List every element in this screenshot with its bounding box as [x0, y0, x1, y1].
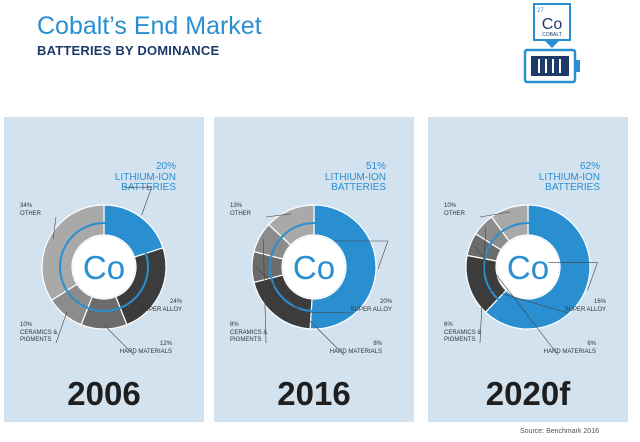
data-label-percent: 20% [380, 299, 393, 305]
data-label-category: OTHER [230, 211, 252, 217]
data-label-category: SUPER ALLOY [565, 307, 606, 313]
data-label-percent: 13% [230, 203, 243, 209]
data-label-percent: 8% [373, 341, 382, 347]
cobalt-logo: 27 Co COBALT [523, 3, 580, 84]
logo-number: 27 [537, 8, 544, 14]
battery-icon [523, 48, 580, 84]
leader-line [277, 311, 355, 314]
panel-2020f: Co 62% LITHIUM-ION BATTERIES 16% SUPER ALLOY 6… [428, 117, 628, 422]
data-label-category: CERAMICS & [444, 330, 481, 336]
data-label-category: BATTERIES [331, 182, 386, 193]
leader-line [124, 186, 153, 216]
slice-other [41, 204, 105, 302]
data-label-category: HARD MATERIALS [544, 349, 596, 355]
leader-line [479, 211, 511, 218]
center-ring [59, 222, 149, 312]
leader-line [143, 291, 157, 314]
data-label-percent: 20% [156, 161, 176, 172]
data-label-percent: 6% [587, 341, 596, 347]
data-label-category: SUPER ALLOY [351, 307, 392, 313]
data-label-category: PIGMENTS [230, 337, 261, 343]
data-label-category: LITHIUM-ION [539, 172, 600, 183]
data-label-category: LITHIUM-ION [325, 172, 386, 183]
slice-other [490, 204, 529, 242]
leader-line [473, 245, 559, 356]
leader-line [55, 311, 68, 344]
data-label-category: HARD MATERIALS [330, 349, 382, 355]
donut-hole [73, 236, 135, 298]
panel-2006: Co 20% LITHIUM-ION BATTERIES 24% SUPER ALLOY 1… [4, 117, 204, 422]
leader-line [265, 213, 292, 218]
data-label-category: PIGMENTS [20, 337, 51, 343]
leader-line [255, 266, 345, 356]
data-label-category: PIGMENTS [444, 337, 475, 343]
slice-lithium-ion [309, 204, 377, 330]
panel-2016: Co 51% LITHIUM-ION BATTERIES 20% SUPER ALLOY 8… [214, 117, 414, 422]
data-label-percent: 12% [160, 341, 173, 347]
data-label-percent: 10% [20, 322, 33, 328]
leader-line [103, 324, 135, 356]
data-label-percent: 51% [366, 161, 386, 172]
data-label-percent: 10% [444, 203, 457, 209]
year-label: 2020f [485, 375, 571, 412]
leader-line [334, 240, 389, 270]
year-label: 2006 [67, 375, 141, 412]
logo-arrow-icon [545, 41, 559, 48]
center-symbol: Co [83, 249, 125, 286]
logo-name: COBALT [542, 32, 562, 38]
data-label-category: SUPER ALLOY [141, 307, 182, 313]
donut-hole [497, 236, 559, 298]
leader-line [479, 227, 487, 344]
data-label-category: LITHIUM-ION [115, 172, 176, 183]
page-title: Cobalt’s End Market [37, 12, 262, 40]
leader-line [262, 239, 267, 344]
year-label: 2016 [277, 375, 351, 412]
data-label-percent: 62% [580, 161, 600, 172]
page-subtitle: BATTERIES BY DOMINANCE [37, 43, 220, 58]
data-label-category: BATTERIES [545, 182, 600, 193]
slice-lithium-ion [484, 204, 591, 330]
data-label-percent: 34% [20, 203, 33, 209]
data-label-percent: 16% [594, 299, 607, 305]
data-label-category: OTHER [20, 211, 42, 217]
data-label-percent: 24% [170, 299, 183, 305]
data-label-percent: 6% [444, 322, 453, 328]
data-label-category: HARD MATERIALS [120, 349, 172, 355]
data-label-category: OTHER [444, 211, 466, 217]
logo-symbol: Co [542, 16, 563, 33]
data-label-category: CERAMICS & [20, 330, 57, 336]
center-symbol: Co [293, 249, 335, 286]
source-note: Source: Benchmark 2016 [520, 428, 599, 435]
center-ring [269, 222, 359, 312]
data-label-category: CERAMICS & [230, 330, 267, 336]
center-symbol: Co [507, 249, 549, 286]
data-label-percent: 8% [230, 322, 239, 328]
leader-line [472, 284, 569, 314]
leader-line [548, 262, 598, 291]
leader-line [52, 216, 57, 240]
element-tile [533, 3, 571, 41]
donut-hole [283, 236, 345, 298]
